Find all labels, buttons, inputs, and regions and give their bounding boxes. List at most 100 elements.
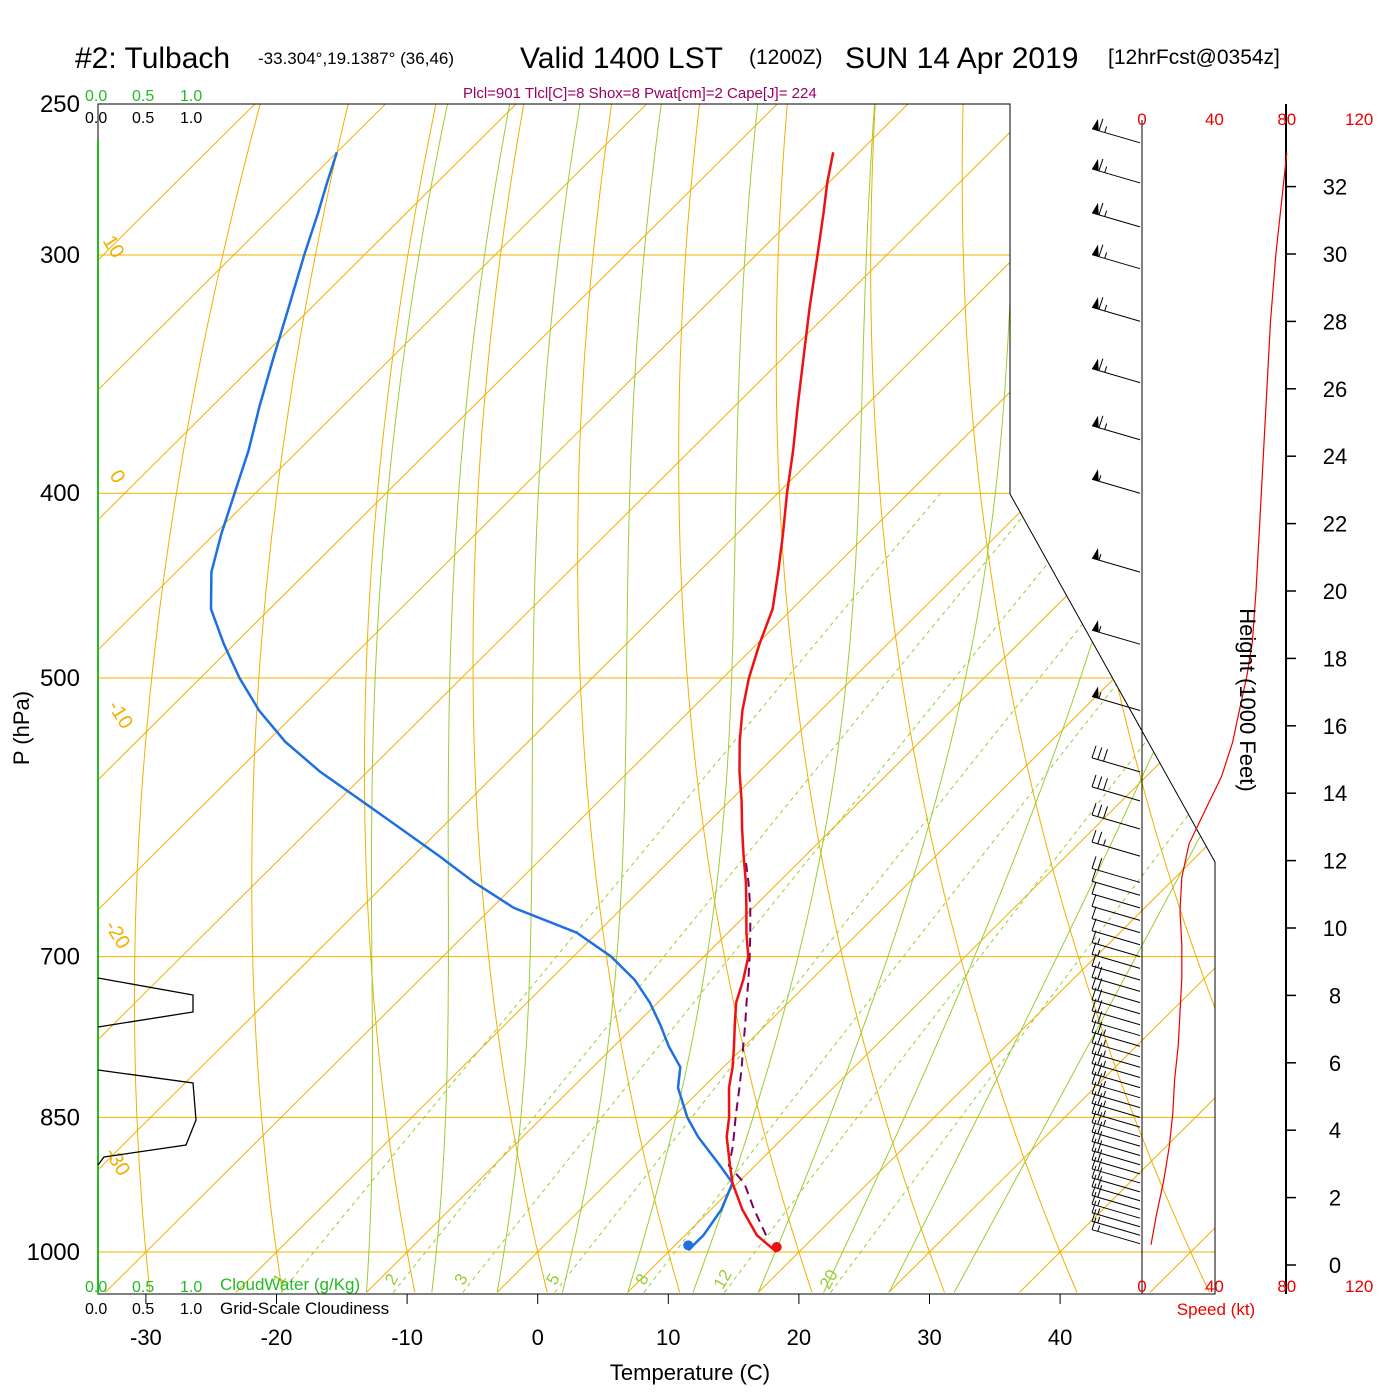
barb-pennant [1092, 415, 1099, 428]
barb-flag [1091, 906, 1097, 919]
pressure-tick-label: 700 [40, 944, 80, 971]
barb-half-flag [1097, 938, 1101, 945]
pressure-tick-label: 250 [40, 91, 80, 118]
pressure-axis: 250 300 400 500 700 850 1000 [27, 91, 80, 1266]
barb-half-flag [1104, 304, 1108, 312]
wind-barb [1091, 1174, 1141, 1202]
barb-staff [1091, 1141, 1141, 1156]
barb-staff [1091, 1063, 1141, 1078]
height-tick-label: 28 [1323, 309, 1347, 334]
barb-staff [1091, 757, 1141, 773]
wind-barb [1091, 686, 1141, 711]
barb-staff [1091, 1042, 1141, 1058]
barb-flag [1098, 415, 1104, 428]
barb-pennant [1092, 244, 1099, 257]
barb-flag [1091, 1041, 1097, 1054]
height-tick-label: 22 [1323, 512, 1347, 537]
pressure-tick-label: 300 [40, 242, 80, 269]
height-tick-label: 14 [1323, 781, 1347, 806]
barb-staff [1091, 1131, 1141, 1147]
surface-dewpoint-marker [683, 1240, 694, 1251]
barb-flag [1091, 1217, 1097, 1230]
height-tick-label: 8 [1329, 983, 1341, 1008]
barb-staff [1091, 1073, 1141, 1089]
barb-staff [1091, 1177, 1141, 1193]
height-tick-label: 32 [1323, 175, 1347, 200]
cloudiness-profile [97, 977, 197, 1166]
height-tick-label: 2 [1329, 1186, 1341, 1211]
dry-adiabat-0 [472, 104, 548, 1293]
barb-pennant [1092, 686, 1099, 699]
barb-flag [1091, 881, 1097, 895]
barb-flag [1097, 1053, 1103, 1066]
isotherm-label: -30 [100, 1144, 134, 1180]
barb-staff [1091, 814, 1141, 830]
isotherm--20 [235, 104, 1215, 1293]
isotherm--90 [98, 104, 551, 1293]
barb-flag [1091, 1174, 1097, 1187]
dry-adiabat--10 [364, 104, 444, 1293]
wind-barb [1091, 1129, 1141, 1156]
wind-barb [1091, 620, 1141, 645]
barb-half-flag [1097, 1199, 1101, 1207]
barb-flag [1091, 1156, 1097, 1170]
barb-staff [1091, 478, 1141, 494]
barb-staff [1091, 1052, 1141, 1068]
wind-barb [1091, 548, 1141, 573]
barb-staff [1091, 368, 1141, 384]
zulu-time: (1200Z) [749, 46, 823, 69]
dry-adiabat-50 [961, 104, 1210, 1293]
height-tick-label: 4 [1329, 1118, 1341, 1143]
height-tick-label: 6 [1329, 1051, 1341, 1076]
isotherm-lines [98, 104, 1215, 1293]
barb-flag [1103, 749, 1108, 762]
wind-barb [1091, 745, 1141, 773]
mixing-ratio-3 [462, 492, 1106, 1293]
wind-barb [1091, 415, 1141, 441]
barb-staff [1091, 918, 1141, 934]
valid-time: Valid 1400 LST [520, 42, 723, 75]
barb-half-flag [1104, 252, 1108, 259]
cloudiness-tick-bottom: 0.0 [85, 1301, 107, 1318]
barb-flag [1097, 1102, 1103, 1115]
temperature-axis: -30 -20 -10 0 10 20 30 40 [130, 1294, 1072, 1350]
cloudwater-tick-bottom: 0.0 [85, 1279, 107, 1296]
barb-staff [1091, 629, 1141, 645]
dry-adiabat-10 [577, 104, 681, 1293]
speed-tick-bottom: 120 [1345, 1277, 1373, 1296]
moist-adiabat-10 [627, 104, 762, 1293]
barb-half-flag [1104, 210, 1108, 217]
barb-staff [1091, 930, 1141, 946]
mixing-ratio-1 [280, 492, 941, 1293]
wind-barb [1091, 1071, 1141, 1099]
barb-flag [1098, 297, 1104, 310]
wind-barb [1091, 829, 1141, 857]
barb-staff [1091, 1112, 1141, 1128]
barb-half-flag [1103, 1110, 1106, 1117]
barb-staff [1091, 841, 1141, 857]
barb-half-flag [1097, 949, 1101, 957]
barb-staff [1091, 128, 1141, 144]
barb-staff [1091, 1229, 1141, 1245]
isotherm-label: 30 [1178, 758, 1209, 789]
barb-flag [1103, 778, 1108, 791]
wind-barb [1091, 1209, 1141, 1236]
barb-flag [1091, 942, 1097, 955]
barb-flag [1097, 1092, 1103, 1106]
wind-barb [1091, 358, 1141, 384]
dry-adiabat-70 [1137, 104, 1215, 1293]
barb-staff [1091, 988, 1141, 1004]
dewpoint-trace [209, 151, 734, 1252]
speed-tick-top: 80 [1277, 110, 1296, 129]
wind-barb [1091, 118, 1141, 144]
moist-adiabat-30 [888, 104, 1215, 1293]
height-axis-title: Height (1000 Feet) [1235, 608, 1260, 791]
barb-half-flag [1104, 126, 1108, 133]
isotherm--50 [98, 104, 1073, 1293]
barb-half-flag [1103, 1080, 1106, 1088]
cloudwater-tick-top: 1.0 [180, 88, 202, 105]
height-tick-label: 12 [1323, 849, 1347, 874]
barb-staff [1091, 1195, 1141, 1211]
